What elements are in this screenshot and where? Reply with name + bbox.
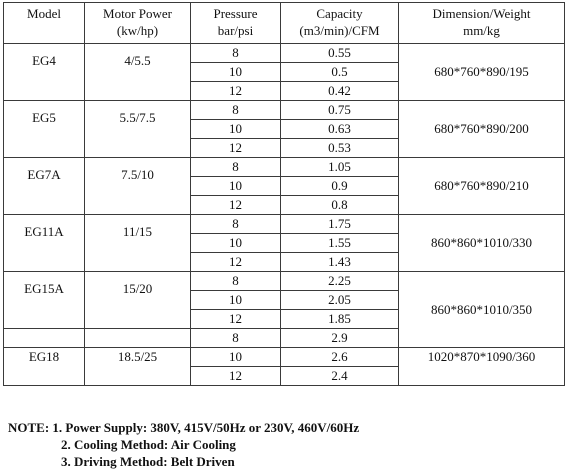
capacity-cell: 0.53 — [280, 138, 399, 158]
capacity-cell: 1.05 — [280, 157, 399, 177]
header-motor-power: Motor Power (kw/hp) — [84, 2, 191, 44]
pressure-cell: 10 — [190, 119, 281, 139]
note-driving-method: 3. Driving Method: Belt Driven — [61, 454, 235, 469]
capacity-cell: 2.9 — [280, 328, 399, 348]
capacity-cell: 0.75 — [280, 100, 399, 120]
dimension-weight-cell: 680*760*890/210 — [398, 157, 565, 215]
capacity-cell: 0.8 — [280, 195, 399, 215]
header-capacity-line2: (m3/min)/CFM — [299, 23, 380, 38]
table-row: EG18 18.5/25 10 2.6 1020*870*1090/360 — [3, 347, 565, 386]
pressure-cell: 10 — [190, 347, 281, 367]
header-model-line1: Model — [27, 6, 61, 21]
header-dimension-weight-line2: mm/kg — [463, 23, 500, 38]
pressure-cell: 8 — [190, 43, 281, 63]
model-cell: EG15A — [3, 271, 85, 329]
table-row: EG5 5.5/7.5 8 0.75 680*760*890/200 — [3, 100, 565, 158]
capacity-cell: 2.05 — [280, 290, 399, 310]
table-row: 12 2.4 — [4, 366, 565, 386]
header-pressure: Pressure bar/psi — [190, 2, 281, 44]
motor-power-cell: 18.5/25 — [84, 347, 191, 386]
table-row: 10 2.05 — [4, 290, 565, 310]
motor-power-cell: 15/20 — [84, 271, 191, 329]
pressure-cell: 8 — [190, 214, 281, 234]
pressure-cell: 10 — [190, 62, 281, 82]
header-motor-power-line2: (kw/hp) — [116, 23, 159, 38]
dimension-weight-cell: 680*760*890/200 — [398, 100, 565, 158]
motor-power-cell-blank — [84, 328, 191, 348]
pressure-cell: 8 — [190, 328, 281, 348]
model-cell: EG7A — [3, 157, 85, 215]
model-cell-blank — [3, 328, 85, 348]
table-row: EG7A 7.5/10 8 1.05 680*760*890/210 — [3, 157, 565, 215]
table-row: EG15A 15/20 8 2.25 860*860*1010/350 — [3, 271, 565, 348]
model-cell: EG4 — [3, 43, 85, 101]
header-row: Model Motor Power (kw/hp) Pressure bar/p… — [3, 2, 565, 44]
header-dimension-weight-line1: Dimension/Weight — [432, 6, 531, 21]
dimension-weight-cell: 1020*870*1090/360 — [398, 347, 565, 386]
header-capacity-line1: Capacity — [316, 6, 363, 21]
model-cell: EG5 — [3, 100, 85, 158]
motor-power-cell: 7.5/10 — [84, 157, 191, 215]
dimension-weight-cell: 680*760*890/195 — [398, 43, 565, 101]
header-motor-power-line1: Motor Power — [103, 6, 172, 21]
pressure-cell: 8 — [190, 157, 281, 177]
motor-power-cell: 11/15 — [84, 214, 191, 272]
pressure-cell: 12 — [190, 81, 281, 101]
pressure-cell: 12 — [190, 309, 281, 329]
table-row: 10 0.9 — [4, 176, 565, 196]
table-row: 12 1.43 — [4, 252, 565, 272]
pressure-cell: 12 — [190, 366, 281, 386]
header-pressure-line2: bar/psi — [217, 23, 254, 38]
capacity-cell: 1.85 — [280, 309, 399, 329]
table-row: EG11A 11/15 8 1.75 860*860*1010/330 — [3, 214, 565, 272]
pressure-cell: 12 — [190, 138, 281, 158]
capacity-cell: 0.55 — [280, 43, 399, 63]
note-power-supply: NOTE: 1. Power Supply: 380V, 415V/50Hz o… — [8, 420, 360, 435]
model-cell: EG11A — [3, 214, 85, 272]
header-pressure-line1: Pressure — [213, 6, 258, 21]
capacity-cell: 1.43 — [280, 252, 399, 272]
capacity-cell: 2.25 — [280, 271, 399, 291]
note-cooling-method: 2. Cooling Method: Air Cooling — [61, 437, 236, 452]
pressure-cell: 10 — [190, 233, 281, 253]
capacity-cell: 0.63 — [280, 119, 399, 139]
capacity-cell: 2.4 — [280, 366, 399, 386]
dimension-weight-cell: 860*860*1010/350 — [398, 271, 565, 348]
table-row: 12 1.85 — [4, 309, 565, 329]
specification-table: Model Motor Power (kw/hp) Pressure bar/p… — [3, 2, 565, 386]
capacity-cell: 1.75 — [280, 214, 399, 234]
capacity-cell: 2.6 — [280, 347, 399, 367]
pressure-cell: 12 — [190, 252, 281, 272]
motor-power-cell: 4/5.5 — [84, 43, 191, 101]
dimension-weight-cell: 860*860*1010/330 — [398, 214, 565, 272]
table-row: 10 0.63 — [4, 119, 565, 139]
capacity-cell: 1.55 — [280, 233, 399, 253]
table-row: EG4 4/5.5 8 0.55 680*760*890/195 — [3, 43, 565, 101]
header-model: Model — [3, 2, 85, 44]
model-cell: EG18 — [3, 347, 85, 386]
header-capacity: Capacity (m3/min)/CFM — [280, 2, 399, 44]
pressure-cell: 12 — [190, 195, 281, 215]
capacity-cell: 0.42 — [280, 81, 399, 101]
table-row: 10 1.55 — [4, 233, 565, 253]
notes-block: NOTE: 1. Power Supply: 380V, 415V/50Hz o… — [8, 419, 359, 470]
pressure-cell: 8 — [190, 100, 281, 120]
table-row: 8 2.9 — [3, 328, 565, 348]
pressure-cell: 10 — [190, 290, 281, 310]
motor-power-cell: 5.5/7.5 — [84, 100, 191, 158]
capacity-cell: 0.9 — [280, 176, 399, 196]
pressure-cell: 10 — [190, 176, 281, 196]
capacity-cell: 0.5 — [280, 62, 399, 82]
pressure-cell: 8 — [190, 271, 281, 291]
header-dimension-weight: Dimension/Weight mm/kg — [398, 2, 565, 44]
